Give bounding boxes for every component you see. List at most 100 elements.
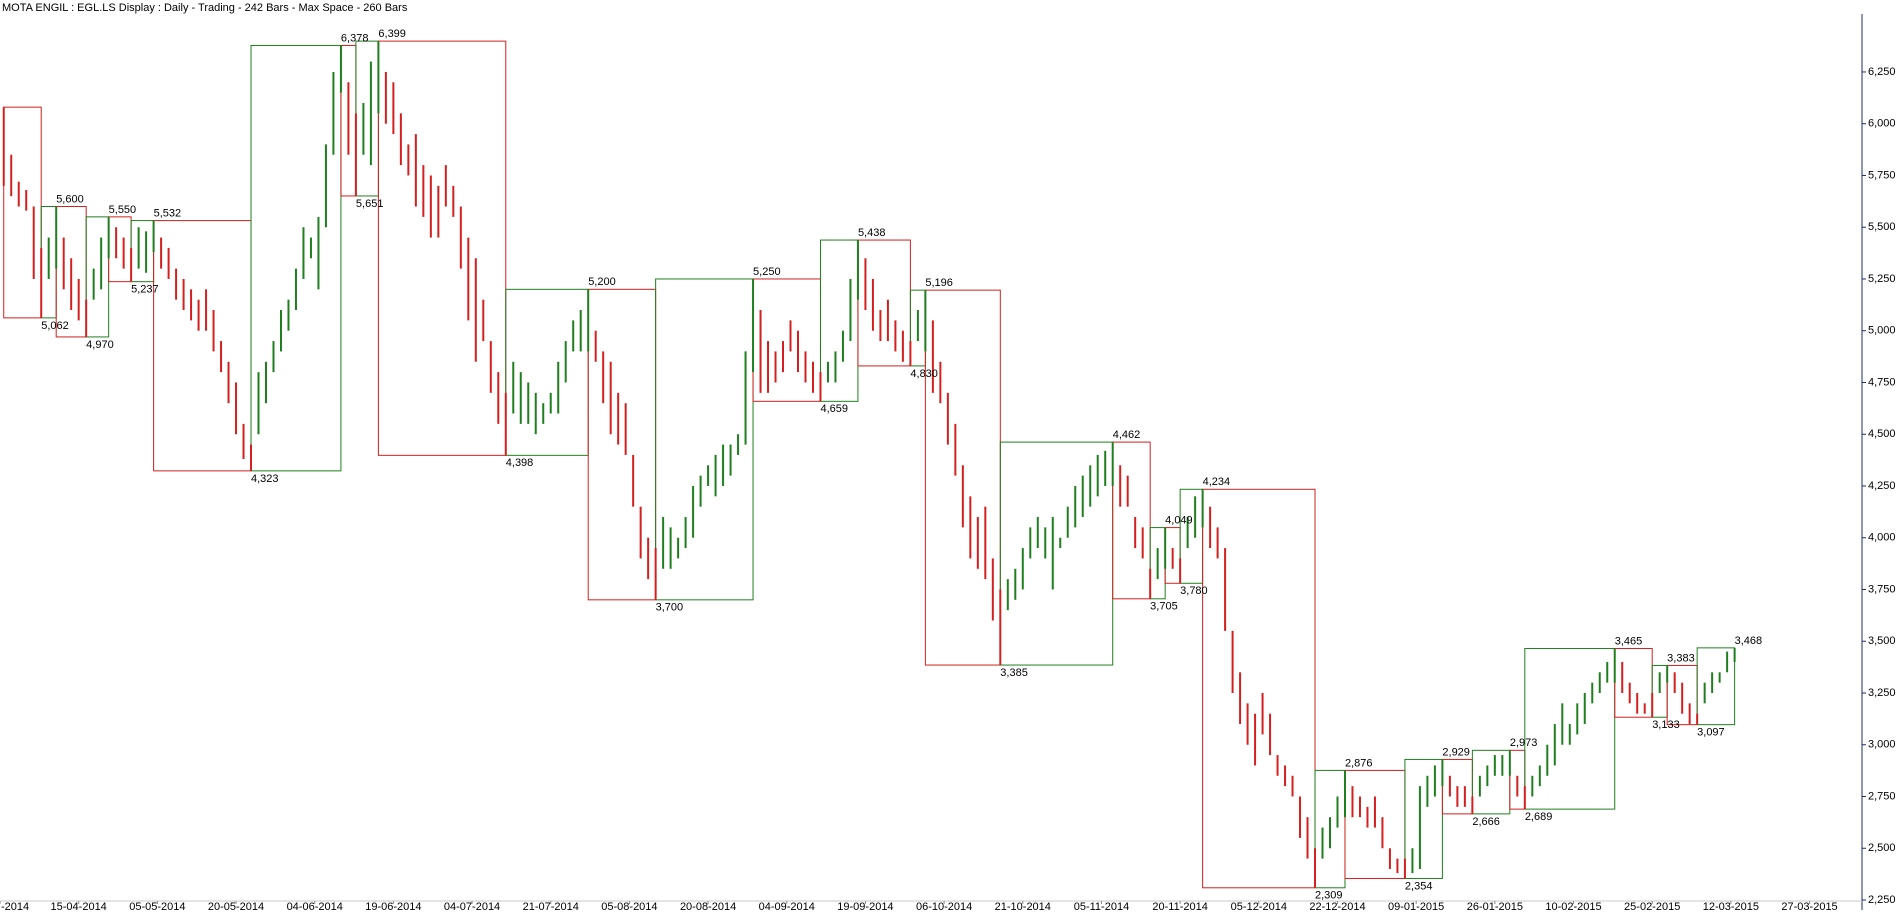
y-tick-label: 5,500 bbox=[1868, 221, 1896, 233]
x-tick-label: 19-09-2014 bbox=[837, 901, 893, 913]
swing-box bbox=[587, 288, 657, 601]
x-tick-label: 27-03-2015 bbox=[1781, 901, 1837, 913]
swing-box bbox=[3, 106, 42, 319]
swing-box bbox=[1202, 488, 1316, 889]
pivot-label: 2,973 bbox=[1510, 737, 1538, 749]
pivot-label: 3,780 bbox=[1180, 585, 1208, 597]
pivot-label: 3,700 bbox=[656, 602, 684, 614]
pivot-label: 3,465 bbox=[1615, 635, 1643, 647]
pivot-label: 4,830 bbox=[910, 368, 938, 380]
pivot-label: 4,659 bbox=[820, 403, 848, 415]
swing-box bbox=[130, 220, 155, 283]
x-tick-label: 04-07-2014 bbox=[444, 901, 500, 913]
pivot-label: 4,234 bbox=[1203, 476, 1231, 488]
swing-box bbox=[1696, 647, 1736, 726]
x-tick-label: 20-08-2014 bbox=[680, 901, 736, 913]
swing-box bbox=[377, 40, 507, 456]
swing-box bbox=[655, 278, 754, 601]
y-tick-label: 3,250 bbox=[1868, 687, 1896, 699]
swing-box bbox=[355, 40, 379, 197]
swing-box bbox=[108, 216, 132, 283]
pivot-label: 5,438 bbox=[858, 227, 886, 239]
pivot-label: 2,666 bbox=[1472, 816, 1500, 828]
pivot-label: 5,651 bbox=[356, 198, 384, 210]
pivot-label: 5,600 bbox=[56, 193, 84, 205]
pivot-label: 5,250 bbox=[753, 266, 781, 278]
swing-box bbox=[1614, 647, 1653, 718]
pivot-label: 5,062 bbox=[41, 320, 69, 332]
pivot-label: 3,097 bbox=[1697, 727, 1725, 739]
x-tick-label: 20-11-2014 bbox=[1152, 901, 1207, 913]
x-tick-label: 22-12-2014 bbox=[1309, 901, 1365, 913]
y-tick-label: 2,500 bbox=[1868, 842, 1896, 854]
swing-box bbox=[1179, 488, 1204, 584]
pivot-label: 3,383 bbox=[1667, 652, 1695, 664]
x-tick-label: 26-01-2015 bbox=[1467, 901, 1523, 913]
pivot-label: 6,399 bbox=[378, 28, 406, 40]
y-tick-label: 4,500 bbox=[1868, 428, 1896, 440]
pivot-label: 4,323 bbox=[251, 473, 279, 485]
y-tick-label: 4,250 bbox=[1868, 480, 1896, 492]
pivot-label: 4,398 bbox=[506, 457, 534, 469]
pivot-label: 4,049 bbox=[1165, 514, 1193, 526]
pivot-label: 2,929 bbox=[1442, 746, 1470, 758]
x-tick-label: 05-05-2014 bbox=[129, 901, 185, 913]
y-tick-label: 5,750 bbox=[1868, 169, 1896, 181]
y-tick-label: 5,000 bbox=[1868, 325, 1896, 337]
x-tick-label: 15-04-2014 bbox=[51, 901, 107, 913]
chart-title: MOTA ENGIL : EGL.LS Display : Daily - Tr… bbox=[2, 2, 408, 14]
swing-box bbox=[1524, 647, 1616, 810]
x-tick-label: 05-11-2014 bbox=[1074, 901, 1129, 913]
x-tick-label: 10-02-2015 bbox=[1545, 901, 1601, 913]
x-tick-label: -2014 bbox=[1, 901, 29, 913]
pivot-label: 4,970 bbox=[86, 339, 114, 351]
y-tick-label: 6,000 bbox=[1868, 118, 1896, 130]
pivot-label: 2,689 bbox=[1525, 811, 1553, 823]
pivot-label: 5,200 bbox=[588, 276, 616, 288]
pivot-label: 4,462 bbox=[1113, 429, 1141, 441]
x-tick-label: 04-09-2014 bbox=[759, 901, 815, 913]
pivot-label: 3,468 bbox=[1735, 635, 1763, 647]
x-tick-label: 21-10-2014 bbox=[995, 901, 1051, 913]
x-tick-label: 09-01-2015 bbox=[1388, 901, 1444, 913]
swing-box bbox=[250, 44, 342, 472]
x-tick-label: 06-10-2014 bbox=[916, 901, 972, 913]
x-tick-label: 19-06-2014 bbox=[365, 901, 421, 913]
swing-box bbox=[999, 441, 1114, 666]
swing-boxes bbox=[3, 40, 1736, 889]
x-tick-label: 05-12-2014 bbox=[1231, 901, 1287, 913]
x-tick-label: 05-08-2014 bbox=[601, 901, 657, 913]
pivot-label: 5,237 bbox=[131, 284, 159, 296]
x-tick-label: 21-07-2014 bbox=[523, 901, 579, 913]
price-bars bbox=[2, 41, 1736, 888]
swing-box bbox=[752, 278, 821, 402]
swing-box bbox=[1112, 441, 1151, 600]
pivot-label: 2,354 bbox=[1405, 880, 1433, 892]
pivot-label: 5,550 bbox=[109, 204, 137, 216]
y-tick-label: 5,250 bbox=[1868, 273, 1896, 285]
pivot-label: 6,378 bbox=[341, 32, 369, 44]
y-tick-label: 2,750 bbox=[1868, 790, 1896, 802]
y-tick-label: 2,250 bbox=[1868, 894, 1896, 906]
swing-box bbox=[819, 239, 859, 402]
swing-box bbox=[1404, 758, 1443, 879]
x-tick-label: 20-05-2014 bbox=[208, 901, 264, 913]
swing-box bbox=[505, 288, 589, 456]
y-tick-label: 3,750 bbox=[1868, 583, 1896, 595]
pivot-label: 2,309 bbox=[1315, 890, 1343, 902]
pivot-label: 2,876 bbox=[1345, 757, 1373, 769]
swing-box bbox=[1471, 749, 1511, 815]
swing-box bbox=[85, 216, 110, 338]
y-tick-label: 4,750 bbox=[1868, 376, 1896, 388]
pivot-label: 5,532 bbox=[154, 207, 182, 219]
y-tick-label: 6,250 bbox=[1868, 66, 1896, 78]
x-tick-label: 12-03-2015 bbox=[1703, 901, 1759, 913]
pivot-label: 3,385 bbox=[1000, 667, 1028, 679]
y-tick-label: 3,500 bbox=[1868, 635, 1896, 647]
x-tick-label: 04-06-2014 bbox=[287, 901, 343, 913]
pivot-label: 5,196 bbox=[925, 277, 953, 289]
y-tick-label: 3,000 bbox=[1868, 739, 1896, 751]
pivot-label: 3,705 bbox=[1150, 601, 1178, 613]
x-tick-label: 25-02-2015 bbox=[1624, 901, 1680, 913]
